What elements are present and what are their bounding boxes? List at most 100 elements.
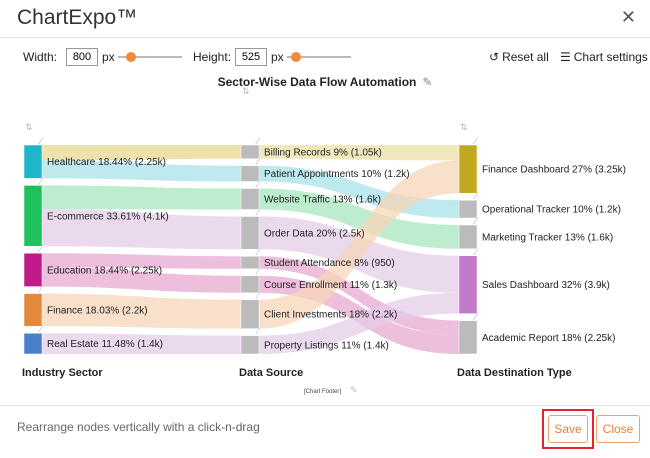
axis-label-industry-sector: Industry Sector [22, 367, 103, 379]
pencil-icon: ⁄ [38, 286, 44, 296]
pencil-icon: ⁄ [255, 328, 261, 338]
sort-icon: ⇅ [25, 123, 33, 133]
dialog-footer: Rearrange nodes vertically with a click-… [0, 405, 650, 458]
height-unit: px [271, 50, 284, 64]
node-student-attendance [240, 256, 260, 269]
chart-canvas: Sector-Wise Data Flow Automation ✎ Health… [0, 70, 650, 400]
width-input[interactable] [66, 48, 98, 66]
pencil-icon: ⁄ [473, 192, 479, 202]
chart-settings-label: Chart settings [573, 50, 648, 64]
close-icon[interactable]: ✕ [620, 7, 636, 27]
pencil-icon: ⁄ [255, 158, 261, 168]
settings-sliders-icon: ☰ [560, 50, 571, 64]
node-label-student-attendance: Student Attendance 8% (950) [264, 258, 395, 269]
sort-icon: ⇅ [242, 87, 250, 97]
height-slider-knob[interactable] [291, 52, 301, 62]
save-highlight-frame [542, 409, 594, 449]
sankey-chart: Healthcare 18.44% (2.25k) E-commerce 33.6… [22, 87, 626, 396]
node-marketing-tracker [458, 224, 478, 250]
reset-all-label: Reset all [502, 50, 549, 64]
pencil-icon: ⁄ [255, 268, 261, 278]
node-property-listings [240, 335, 260, 355]
drag-hint: Rearrange nodes vertically with a click-… [17, 420, 260, 434]
pencil-icon: ⁄ [473, 137, 479, 147]
node-education [23, 252, 43, 287]
pencil-icon: ⁄ [38, 245, 44, 255]
node-sales-dashboard [458, 255, 478, 314]
sankey-nodes [23, 144, 478, 355]
pencil-icon: ⁄ [255, 248, 261, 258]
sankey-link [42, 267, 241, 293]
width-slider[interactable] [118, 52, 182, 62]
node-operational-tracker [458, 199, 478, 219]
node-label-operational-tracker: Operational Tracker 10% (1.2k) [482, 205, 621, 216]
node-label-finance: Finance 18.03% (2.2k) [47, 305, 148, 316]
chart-footer: [Chart Footer] [304, 389, 341, 395]
chart-settings-button[interactable]: ☰ Chart settings [560, 50, 648, 64]
height-input[interactable] [235, 48, 267, 66]
chart-title[interactable]: Sector-Wise Data Flow Automation [217, 75, 417, 89]
pencil-icon[interactable]: ✎ [422, 75, 433, 89]
node-label-sales-dashboard: Sales Dashboard 32% (3.9k) [482, 280, 610, 291]
sankey-axis-labels: Industry Sector Data Source Data Destinati… [22, 367, 572, 379]
dialog-header: ChartExpo™ ✕ [0, 0, 650, 38]
sankey-link [42, 209, 241, 250]
width-label: Width: [23, 50, 58, 64]
node-label-property-listings: Property Listings 11% (1.4k) [264, 340, 389, 351]
close-button[interactable]: Close [596, 415, 640, 443]
width-slider-knob[interactable] [126, 52, 136, 62]
sankey-link [42, 333, 241, 354]
node-label-e-commerce: E-commerce 33.61% (4.1k) [47, 211, 169, 222]
node-label-marketing-tracker: Marketing Tracker 13% (1.6k) [482, 232, 613, 243]
sankey-link [259, 145, 459, 161]
node-e-commerce [23, 185, 43, 247]
node-finance [23, 293, 43, 327]
sankey-decor: ⁄ ⁄ ⁄ ⁄ ⁄ ⇅ ⁄ ⁄ ⁄ ⁄ ⁄ ⁄ ⁄ ⁄ ⇅ ⁄ ⁄ ⁄ ⁄ ⁄ ⇅ [Chart Footer] ✎ [25, 87, 479, 396]
node-finance-dashboard [458, 144, 478, 194]
toolbar: Width: px Height: px ↺Reset all ☰Chart s… [0, 44, 650, 70]
node-label-course-enrollment: Course Enrollment 11% (1.3k) [264, 280, 397, 291]
node-course-enrollment [240, 275, 260, 294]
sankey-link [259, 188, 459, 249]
sankey-links [42, 145, 459, 354]
pencil-icon: ⁄ [473, 217, 479, 227]
node-client-investments [240, 299, 260, 329]
chart-title-wrap: Sector-Wise Data Flow Automation ✎ [0, 75, 650, 89]
node-label-client-investments: Client Investments 18% (2.2k) [264, 310, 397, 321]
save-button[interactable]: Save [548, 415, 588, 443]
node-real-estate [23, 332, 43, 355]
node-label-academic-report: Academic Report 18% (2.25k) [482, 333, 615, 344]
reset-all-button[interactable]: ↺ Reset all [489, 50, 549, 64]
sankey-labels: Healthcare 18.44% (2.25k) E-commerce 33.6… [47, 147, 626, 351]
reset-icon: ↺ [489, 50, 500, 64]
sankey-link [42, 293, 241, 329]
pencil-icon: ⁄ [38, 137, 44, 147]
pencil-icon: ⁄ [473, 248, 479, 258]
sankey-link [259, 292, 459, 354]
axis-label-data-destination-type: Data Destination Type [457, 367, 572, 379]
app-title: ChartExpo™ [17, 6, 138, 29]
node-label-healthcare: Healthcare 18.44% (2.25k) [47, 157, 166, 168]
node-billing-records [240, 144, 260, 160]
sankey-link [259, 160, 459, 329]
pencil-icon: ⁄ [473, 313, 479, 323]
node-label-website-traffic: Website Traffic 13% (1.6k) [264, 195, 381, 206]
axis-label-data-source: Data Source [239, 367, 303, 379]
node-label-real-estate: Real Estate 11.48% (1.4k) [47, 339, 163, 350]
pencil-icon: ⁄ [38, 325, 44, 335]
height-slider[interactable] [287, 52, 351, 62]
node-patient-appointments [240, 165, 260, 182]
width-unit: px [102, 50, 115, 64]
pencil-icon: ⁄ [255, 292, 261, 302]
node-order-data [240, 216, 260, 250]
pencil-icon: ✎ [350, 386, 358, 396]
pencil-icon: ⁄ [255, 137, 261, 147]
sankey-link [42, 145, 241, 161]
node-label-patient-appointments: Patient Appointments 10% (1.2k) [264, 169, 410, 180]
sort-icon: ⇅ [460, 123, 468, 133]
node-label-finance-dashboard: Finance Dashboard 27% (3.25k) [482, 165, 626, 176]
node-label-order-data: Order Data 20% (2.5k) [264, 228, 365, 239]
pencil-icon: ⁄ [38, 177, 44, 187]
height-label: Height: [193, 50, 232, 64]
sankey-link [42, 253, 241, 269]
